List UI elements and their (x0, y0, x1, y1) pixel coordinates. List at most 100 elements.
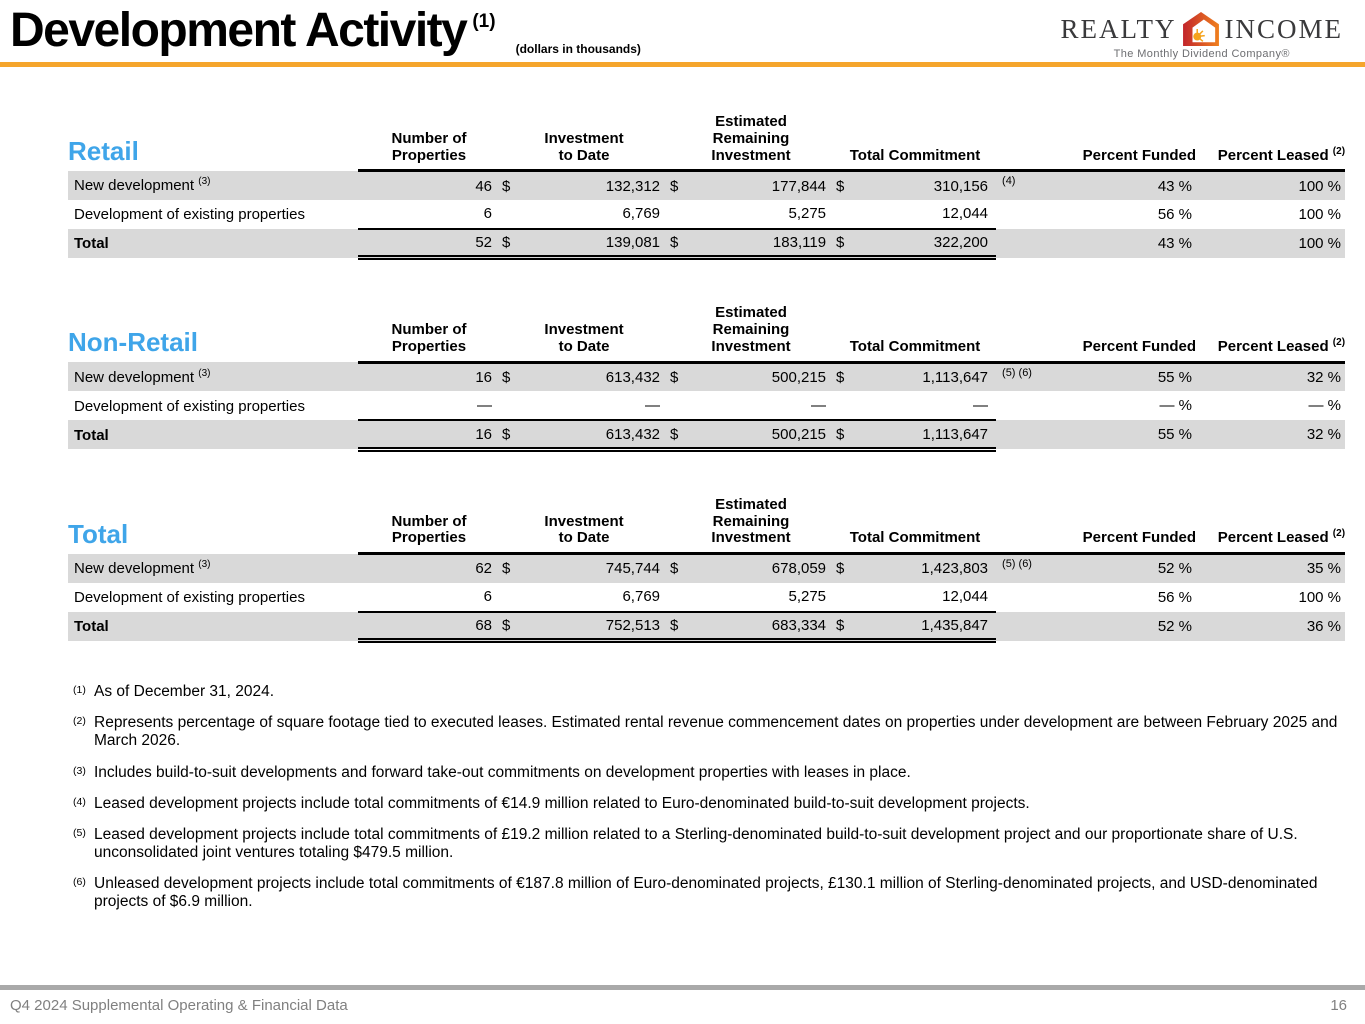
remaining-investment-cell: 5,275 (692, 199, 835, 230)
footnote-ref-cell: (5) (6) (996, 362, 1051, 392)
remaining-investment-cell: 678,059 (692, 553, 835, 583)
title-footnote-ref: (1) (472, 11, 496, 32)
footnote-ref: (2) (1332, 336, 1346, 348)
currency-symbol (834, 199, 859, 230)
table-row: Total 16 $613,432 $500,215 $1,113,647 55 % 32 … (68, 420, 1346, 452)
col-percent-funded: Percent Funded (1050, 496, 1197, 556)
footnote-marker: (4) (73, 795, 86, 808)
percent-leased-cell: 32 % (1196, 362, 1346, 392)
page-title: Development Activity (1) (dollars in tho… (10, 5, 641, 56)
col-percent-funded: Percent Funded (1050, 305, 1197, 364)
percent-funded-cell: 52 % (1050, 611, 1197, 641)
total-commitment-cell: 1,435,847 (858, 611, 997, 644)
footnote-ref: (2) (1332, 528, 1346, 540)
percent-leased-cell: 36 % (1196, 611, 1346, 641)
currency-symbol (668, 199, 693, 230)
percent-funded-cell: 52 % (1050, 553, 1197, 583)
footnote-ref-cell (996, 200, 1050, 229)
footnote-marker: (5) (73, 826, 86, 839)
currency-symbol: $ (668, 611, 693, 644)
total-commitment-cell: 12,044 (858, 199, 997, 230)
section-title: Total (68, 518, 129, 549)
investment-to-date-cell: — (524, 391, 669, 422)
num-properties-cell: 52 (358, 228, 500, 261)
num-properties-cell: 6 (358, 199, 500, 230)
total-commitment-cell: — (858, 391, 997, 422)
table-row: New development (3) 16 $613,432 $500,215 $1,… (68, 362, 1346, 392)
currency-symbol (500, 199, 524, 230)
realty-income-logo: REALTY INCOME The Monthly Div (1060, 12, 1343, 60)
investment-to-date-cell: 613,432 (524, 420, 669, 452)
num-properties-cell: 16 (358, 362, 500, 392)
footnotes: (1) As of December 31, 2024. (2) Represent… (73, 683, 1345, 911)
col-estimated-remaining-investment: Estimated Remaining Investment (668, 305, 835, 364)
percent-leased-cell: 100 % (1298, 588, 1342, 606)
currency-symbol (668, 582, 693, 613)
currency-symbol: $ (668, 228, 693, 261)
row-label: New development (3) (68, 170, 358, 200)
development-table-total: Total Number of Properties Investment to D… (68, 496, 1346, 644)
percent-leased-cell: — % (1308, 397, 1342, 415)
investment-to-date-cell: 613,432 (524, 362, 669, 392)
section-title-cell: Total (68, 497, 358, 554)
currency-symbol: $ (500, 170, 524, 200)
col-footnote-spacer (996, 496, 1051, 556)
investment-to-date-cell: 139,081 (524, 228, 669, 261)
table-row: Development of existing properties — — — — — … (68, 391, 1345, 422)
investment-to-date-cell: 132,312 (524, 170, 669, 200)
col-total-commitment: Total Commitment (834, 305, 997, 364)
col-percent-funded: Percent Funded (1050, 114, 1197, 173)
logo-tagline: The Monthly Dividend Company® (1113, 48, 1290, 60)
table-row: New development (3) 62 $745,744 $678,059 $1,… (68, 553, 1346, 583)
development-table-non-retail: Non-Retail Number of Properties Investment… (68, 305, 1346, 452)
investment-to-date-cell: 752,513 (524, 611, 669, 644)
footnote-marker: (3) (73, 764, 86, 777)
development-table-retail: Retail Number of Properties Investment to … (68, 113, 1346, 261)
currency-symbol: $ (500, 553, 524, 583)
currency-symbol (500, 582, 524, 613)
remaining-investment-cell: 183,119 (692, 228, 835, 261)
total-commitment-cell: 310,156 (858, 170, 997, 200)
logo-realty-text: REALTY (1060, 13, 1177, 44)
col-percent-leased: Percent Leased (2) (1196, 305, 1346, 364)
currency-symbol (834, 391, 859, 422)
total-commitment-cell: 12,044 (858, 582, 997, 613)
row-label: Total (68, 420, 358, 450)
percent-leased-cell: 35 % (1196, 553, 1346, 583)
table-row: Development of existing properties 6 6,769… (68, 582, 1345, 613)
house-icon (1182, 12, 1219, 46)
footnote: (2) Represents percentage of square foota… (73, 714, 1338, 750)
row-label: Development of existing properties (74, 397, 305, 415)
currency-symbol: $ (834, 170, 859, 200)
currency-symbol: $ (668, 420, 693, 452)
footnote-marker: (2) (73, 715, 86, 728)
remaining-investment-cell: 500,215 (692, 362, 835, 392)
main-content: Retail Number of Properties Investment to … (68, 113, 1346, 644)
footer-rule (0, 985, 1365, 990)
num-properties-cell: 46 (358, 170, 500, 200)
section-title: Retail (68, 135, 139, 166)
section-title-cell: Non-Retail (68, 305, 358, 362)
currency-symbol: $ (834, 362, 859, 392)
page-header: Development Activity (1) (dollars in tho… (0, 0, 1365, 62)
percent-leased-cell: 100 % (1196, 228, 1346, 258)
footnote: (1) As of December 31, 2024. (73, 683, 275, 701)
currency-symbol: $ (668, 170, 693, 200)
col-investment-to-date: Investment to Date (500, 114, 669, 173)
col-estimated-remaining-investment: Estimated Remaining Investment (668, 496, 835, 556)
table-row: New development (3) 46 $132,312 $177,844 $31… (68, 170, 1346, 200)
table-row: Development of existing properties 6 6,769… (68, 199, 1345, 230)
col-footnote-spacer (996, 114, 1051, 173)
col-total-commitment: Total Commitment (834, 496, 997, 556)
footnote-ref-cell (996, 611, 1051, 641)
col-number-of-properties: Number of Properties (358, 496, 500, 556)
col-footnote-spacer (996, 305, 1051, 364)
row-label: New development (3) (68, 553, 358, 583)
investment-to-date-cell: 745,744 (524, 553, 669, 583)
footnote: (6) Unleased development projects include… (73, 875, 1318, 911)
percent-funded-cell: 55 % (1050, 420, 1197, 450)
table-row: Total 68 $752,513 $683,334 $1,435,847 52 % 36 … (68, 611, 1346, 644)
table-row: Total 52 $139,081 $183,119 $322,200 43 % 100 % (68, 228, 1346, 261)
col-number-of-properties: Number of Properties (358, 305, 500, 364)
col-investment-to-date: Investment to Date (500, 496, 669, 556)
